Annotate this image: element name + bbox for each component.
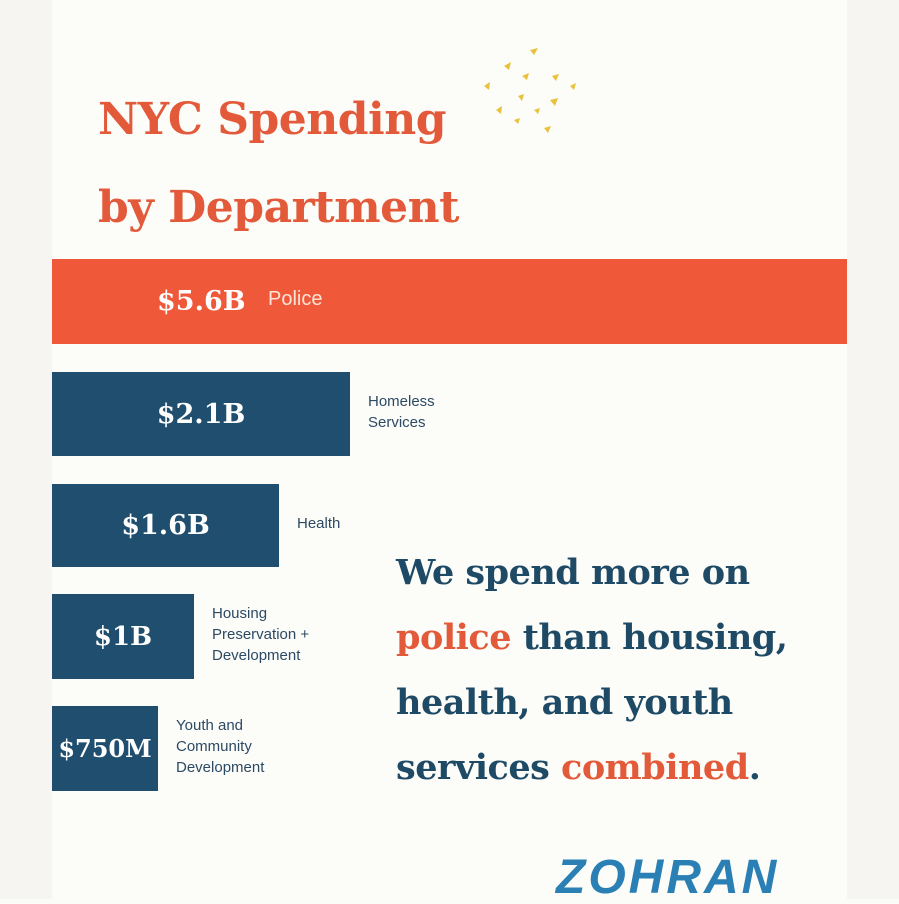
bar-value-label: $1.6B (121, 510, 210, 541)
confetti-piece (552, 74, 559, 81)
statement-text: We spend more on (396, 552, 750, 593)
bar-3: $1B (52, 594, 194, 679)
bar-2: $1.6B (52, 484, 279, 567)
confetti-decoration (484, 48, 576, 133)
confetti-piece (514, 118, 520, 124)
bar-value-label: $5.6B (157, 286, 246, 317)
title-line-1: NYC Spending (98, 94, 446, 145)
statement-highlight-combined: combined (561, 747, 749, 788)
confetti-piece (504, 62, 511, 70)
confetti-piece (570, 83, 576, 90)
confetti-piece (550, 98, 558, 106)
statement-period: . (748, 747, 761, 788)
bar-category-label: Health (297, 515, 341, 532)
bar-0: $5.6B (52, 259, 847, 344)
confetti-piece (534, 108, 540, 114)
bar-category-label: Police (268, 288, 323, 310)
confetti-piece (544, 126, 551, 133)
brand-logo: ZOHRAN (556, 851, 780, 904)
bar-value-label: $2.1B (156, 398, 246, 430)
confetti-piece (484, 82, 490, 90)
confetti-piece (518, 94, 524, 101)
confetti-piece (522, 73, 529, 80)
confetti-piece (496, 106, 502, 114)
statement-highlight-police: police (396, 617, 512, 658)
bar-value-label: $750M (58, 734, 152, 763)
bar-value-label: $1B (93, 621, 153, 652)
left-margin-strip (0, 0, 52, 899)
page-title: NYC Spending by Department (98, 76, 459, 252)
bar-category-label: Housing Preservation + Development (212, 605, 310, 664)
comparison-statement: We spend more on police than housing, he… (396, 540, 826, 800)
title-line-2: by Department (98, 182, 459, 233)
confetti-piece (530, 48, 538, 55)
bar-4: $750M (52, 706, 158, 791)
right-margin-strip (847, 0, 899, 899)
bar-1: $2.1B (52, 372, 350, 456)
bar-category-label: Youth and Community Development (176, 717, 265, 776)
bar-category-label: Homeless Services (368, 393, 435, 431)
statement-text: than housing, health, and youth services (396, 617, 788, 788)
